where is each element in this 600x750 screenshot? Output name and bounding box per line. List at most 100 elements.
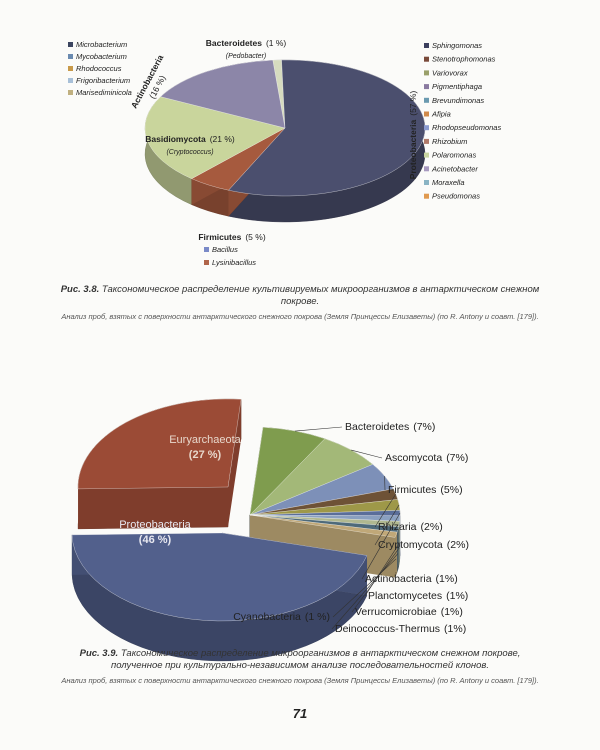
- leader-line: [332, 558, 397, 618]
- slice-label: Verrucomicrobiae (1%): [355, 606, 463, 618]
- value-label: (1%): [441, 606, 463, 618]
- legend-swatch: [68, 90, 73, 95]
- leader-line: [374, 504, 400, 546]
- leader-line: [364, 542, 401, 597]
- caption-text: Таксономическое распределение культивиру…: [101, 284, 540, 307]
- pie: [71, 398, 401, 662]
- legend-swatch: [424, 125, 429, 131]
- slice: [228, 59, 426, 197]
- legend-label: Pigmentiphaga: [432, 82, 482, 91]
- category-name: Rhizaria: [378, 521, 417, 533]
- slice-label: Bacteroidetes (7%): [345, 421, 435, 433]
- legend-label: Stenotrophomonas: [432, 55, 496, 64]
- category-name: Ascomycota: [385, 452, 442, 464]
- note: Анализ проб, взятых с поверхности антарк…: [61, 312, 539, 321]
- value-label: (7%): [413, 421, 435, 433]
- value-label: (5 %): [245, 232, 265, 242]
- caption-text: Таксономическое распределение микроорган…: [110, 648, 521, 671]
- category-name: Actinobacteria: [365, 573, 432, 585]
- leader-line: [295, 426, 343, 432]
- legend-swatch: [424, 152, 429, 158]
- slice-side: [78, 399, 242, 529]
- legend-label: Afipia: [431, 109, 451, 118]
- category-name: Firmicutes: [198, 232, 241, 242]
- category-name: Cryptomycota: [378, 539, 443, 551]
- slice-label: Rhizaria (2%): [378, 521, 443, 533]
- caption-label: Рис. 3.8.: [60, 284, 100, 295]
- legend-swatch: [68, 78, 73, 83]
- legend-label: Rhizobium: [432, 137, 467, 146]
- legend-swatch: [68, 42, 73, 47]
- category-name: Deinococcus-Thermus: [335, 623, 440, 635]
- legend-label: Marisediminicola: [76, 88, 132, 97]
- slice-label: Basidiomycota (21 %): [145, 134, 235, 144]
- legend-swatch: [68, 54, 73, 59]
- leader-line: [374, 493, 396, 528]
- legend-label: Moraxella: [432, 178, 465, 187]
- value-label: (46 %): [139, 534, 172, 546]
- slice-label: Proteobacteria (46 %): [119, 519, 191, 546]
- legend-swatch: [424, 193, 429, 199]
- legend-label: Polaromonas: [432, 151, 476, 160]
- leader-line: [351, 449, 383, 459]
- slice: [144, 96, 286, 179]
- legend-swatch: [424, 97, 429, 103]
- slice-label: Planctomycetes (1%): [368, 590, 468, 602]
- slice-label: Euryarchaeota (27 %): [169, 434, 241, 461]
- category-name: Basidiomycota: [145, 134, 206, 144]
- legend-label: Acinetobacter: [431, 164, 478, 173]
- value-label: (57 %): [408, 91, 418, 116]
- slice: [160, 60, 286, 129]
- category-name: Firmicutes: [388, 484, 436, 496]
- caption: Рис. 3.8. Таксономическое распределение …: [60, 284, 540, 308]
- leader-line: [331, 553, 399, 630]
- legend-label: Lysinibacillus: [212, 258, 256, 267]
- value-label: (2%): [421, 521, 443, 533]
- category-name: Proteobacteria: [119, 519, 191, 531]
- legend-label: Rhodopseudomonas: [432, 123, 501, 132]
- value-label: (5%): [440, 484, 462, 496]
- legend-swatch: [68, 66, 73, 71]
- pie: [144, 59, 426, 223]
- category-name: Planctomycetes: [368, 590, 442, 602]
- leader-line: [351, 547, 400, 613]
- legend-swatch: [424, 166, 429, 172]
- slice-label: Cryptomycota (2%): [378, 539, 469, 551]
- legend-label: Brevundimonas: [432, 96, 484, 105]
- legend-label: Bacillus: [212, 245, 238, 254]
- caption-label: Рис. 3.9.: [79, 648, 119, 659]
- category-name: Proteobacteria: [408, 119, 418, 179]
- legend-swatch: [204, 247, 209, 252]
- caption: Рис. 3.9. Таксономическое распределение …: [60, 648, 540, 672]
- legend-label: Pseudomonas: [432, 192, 480, 201]
- category-name: Euryarchaeota: [169, 434, 241, 446]
- legend-swatch: [424, 111, 429, 117]
- category-note: (Cryptococcus): [166, 149, 213, 156]
- leader-line: [361, 512, 401, 580]
- legend-label: Microbacterium: [76, 40, 127, 49]
- slice-label: Actinobacteria (1%): [365, 573, 458, 585]
- legend-label: Variovorax: [432, 68, 468, 77]
- slice: [77, 398, 242, 490]
- category-name: Bacteroidetes: [345, 421, 409, 433]
- legend-swatch: [424, 70, 429, 76]
- value-label: (1%): [446, 590, 468, 602]
- legend-swatch: [424, 56, 429, 62]
- slice-label: Cyanobacteria (1 %): [233, 611, 330, 623]
- slice: [71, 532, 368, 622]
- slice-label: Bacteroidetes (1 %): [206, 38, 287, 48]
- slice-label: Deinococcus-Thermus (1%): [335, 623, 466, 635]
- value-label: (27 %): [189, 449, 222, 461]
- legend-swatch: [204, 260, 209, 265]
- legend-label: Sphingomonas: [432, 41, 482, 50]
- slice-label: Ascomycota (7%): [385, 452, 468, 464]
- slice-label: Firmicutes (5 %): [198, 232, 265, 242]
- legend-swatch: [424, 84, 429, 90]
- value-label: (2%): [447, 539, 469, 551]
- value-label: (21 %): [210, 134, 235, 144]
- legend-label: Mycobacterium: [76, 52, 127, 61]
- legend-swatch: [424, 138, 429, 144]
- legend-label: Rhodococcus: [76, 64, 122, 73]
